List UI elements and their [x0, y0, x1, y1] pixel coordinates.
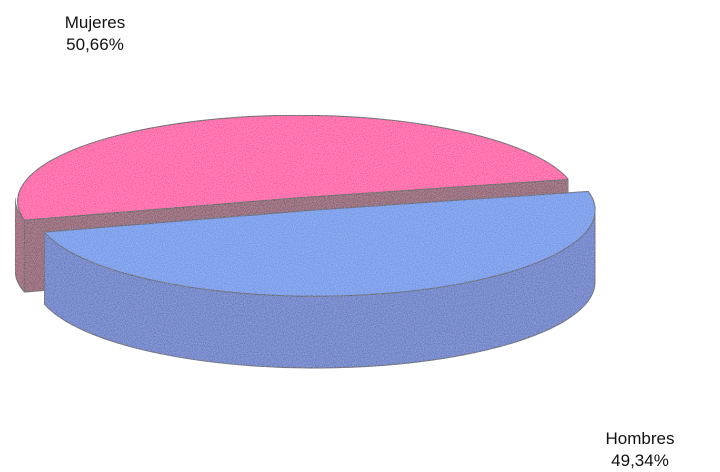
- slice-label-mujeres: Mujeres: [64, 13, 126, 32]
- slice-value-mujeres: 50,66%: [66, 35, 124, 54]
- slice-hombres: [43, 190, 596, 369]
- data-label-hombres: Hombres 49,34%: [580, 428, 700, 472]
- slice-mujeres-top: [17, 114, 570, 221]
- slice-value-hombres: 49,34%: [611, 451, 669, 470]
- data-label-mujeres: Mujeres 50,66%: [40, 12, 150, 56]
- slice-hombres-top: [43, 190, 596, 297]
- slice-label-hombres: Hombres: [605, 429, 675, 448]
